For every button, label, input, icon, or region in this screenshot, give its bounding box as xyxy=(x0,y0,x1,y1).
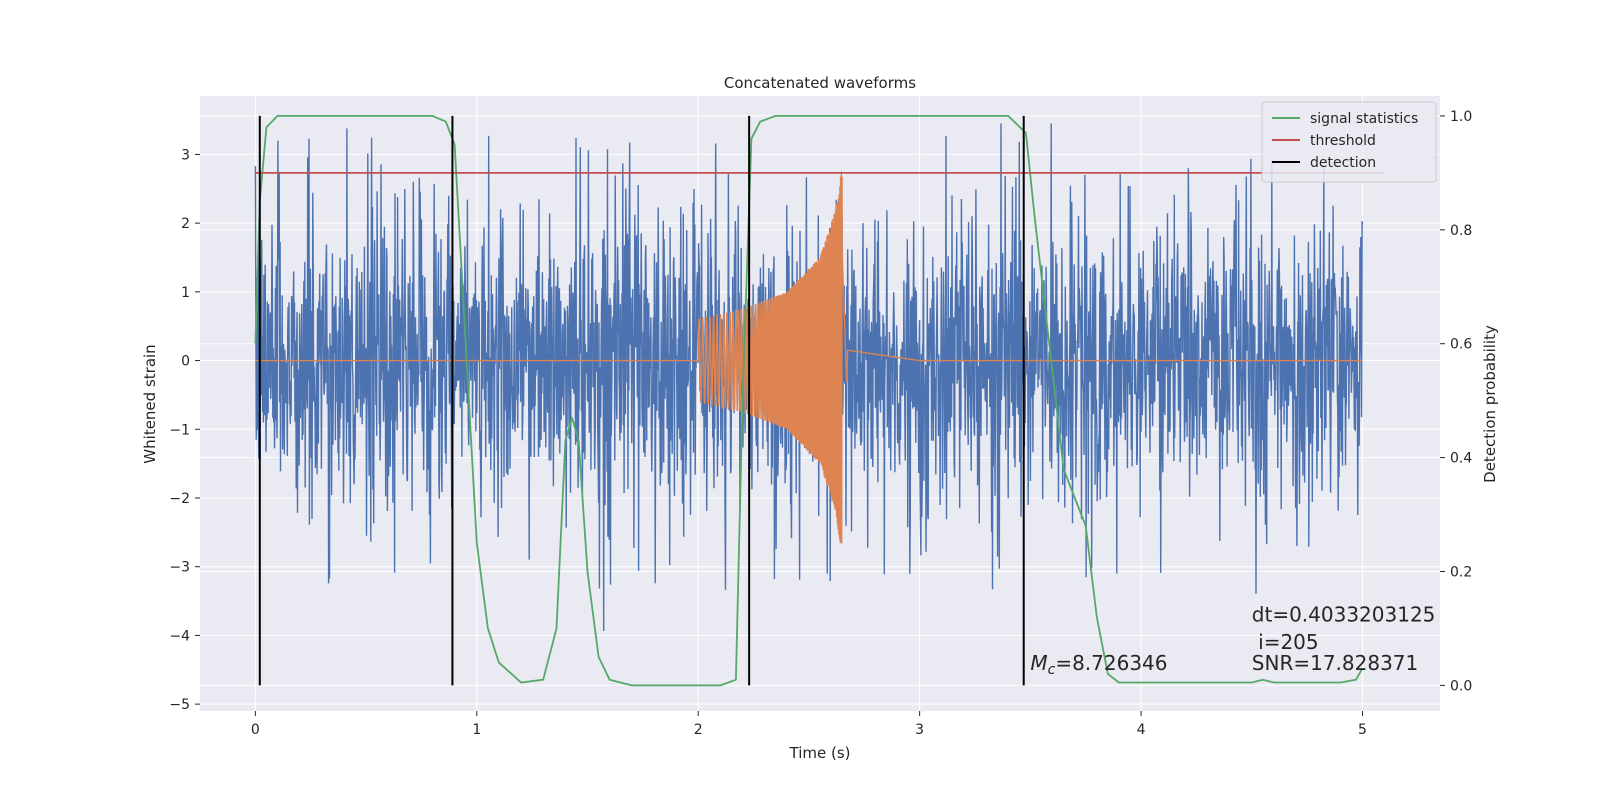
annotation-text: Mc=8.726346 xyxy=(1030,651,1167,678)
y-tick-label: −5 xyxy=(169,697,190,713)
y2-tick-label: 0.8 xyxy=(1450,223,1472,239)
y-tick-label: −1 xyxy=(169,422,190,438)
x-tick-label: 2 xyxy=(694,722,703,738)
x-tick-label: 0 xyxy=(251,722,260,738)
y-tick-label: 2 xyxy=(181,216,190,232)
y-tick-label: −3 xyxy=(169,560,190,576)
chart-title: Concatenated waveforms xyxy=(724,74,916,92)
x-tick-label: 3 xyxy=(915,722,924,738)
x-tick-label: 1 xyxy=(472,722,481,738)
legend-box xyxy=(1261,101,1437,183)
signal-chirp-line xyxy=(255,171,1363,544)
y2-tick-label: 0.2 xyxy=(1450,564,1472,580)
annotation-text: dt=0.4033203125 xyxy=(1252,603,1436,627)
y2-tick-label: 1.0 xyxy=(1450,109,1472,125)
legend-label: detection xyxy=(1310,155,1376,171)
x-tick-label: 5 xyxy=(1358,722,1367,738)
y2-tick-label: 0.6 xyxy=(1450,337,1472,353)
y-tick-label: 3 xyxy=(181,147,190,163)
annotation-text: SNR=17.828371 xyxy=(1252,651,1418,675)
y-tick-label: 1 xyxy=(181,285,190,301)
legend: signal statistics threshold detection xyxy=(1261,101,1437,183)
legend-label: signal statistics xyxy=(1310,111,1418,127)
y-tick-label: 0 xyxy=(181,354,190,370)
y2-axis-label: Detection probability xyxy=(1481,325,1499,483)
y2-tick-label: 0.0 xyxy=(1450,678,1472,694)
y2-tick-label: 0.4 xyxy=(1450,451,1472,467)
x-tick-label: 4 xyxy=(1137,722,1146,738)
legend-label: threshold xyxy=(1310,133,1376,149)
x-axis-label: Time (s) xyxy=(789,744,851,762)
axes: 0 1 2 3 4 5 −5 −4 −3 −2 −1 0 1 2 3 0.0 0.2 0.4 0.6 0.8 1.0 xyxy=(169,109,1472,738)
plot-area xyxy=(254,115,1385,687)
y-tick-label: −2 xyxy=(169,491,190,507)
y-axis-label: Whitened strain xyxy=(141,344,159,463)
annotation-text: i=205 xyxy=(1252,630,1319,654)
y-tick-label: −4 xyxy=(169,628,190,644)
